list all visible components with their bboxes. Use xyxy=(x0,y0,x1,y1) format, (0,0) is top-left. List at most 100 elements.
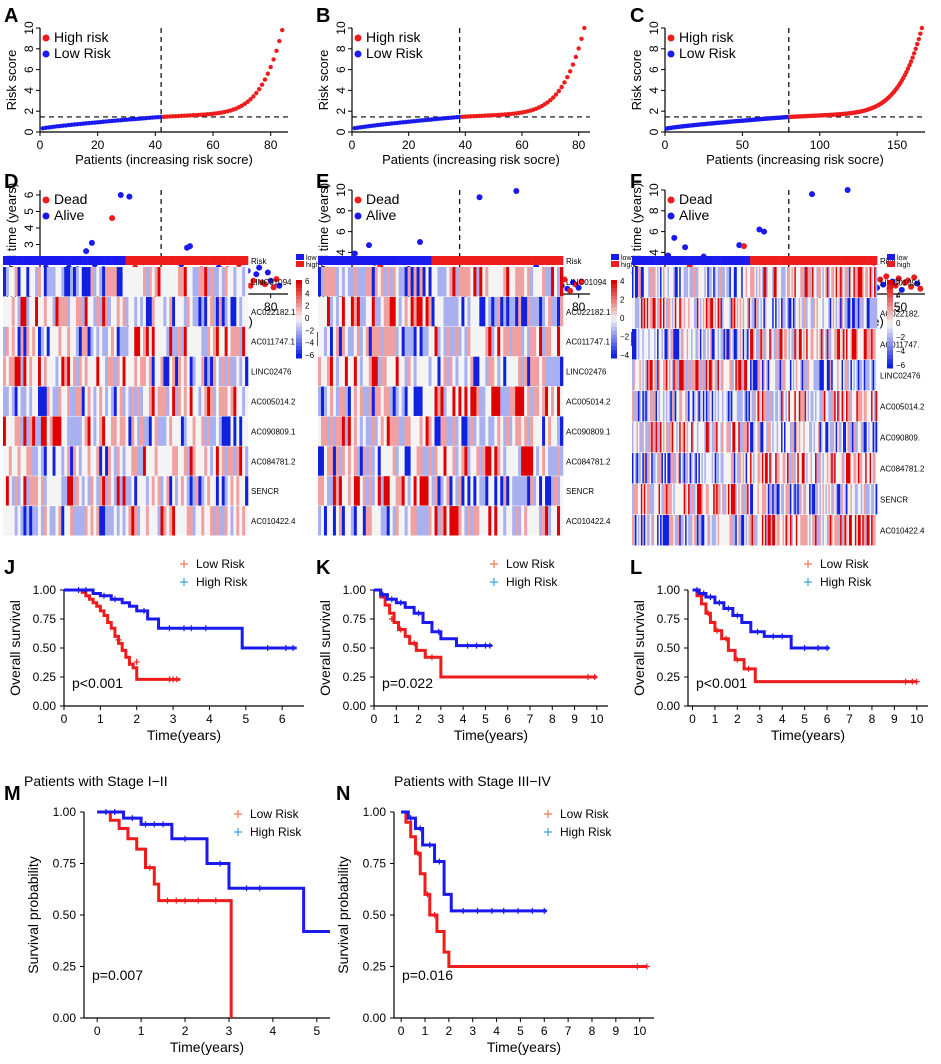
heatmap-cell xyxy=(26,356,30,387)
heatmap-cell xyxy=(482,416,486,446)
x-tick-label: 0 xyxy=(398,1024,405,1038)
risk-annotation-cell xyxy=(648,256,651,265)
censor-mark xyxy=(431,912,438,918)
heatmap-cell xyxy=(804,515,807,546)
alive-point xyxy=(575,284,582,291)
heatmap-cell xyxy=(96,476,100,506)
risk-annotation-cell xyxy=(186,256,190,265)
heatmap-cell xyxy=(365,267,370,297)
heatmap-cell xyxy=(810,422,813,453)
risk-annotation-cell xyxy=(323,256,328,265)
heatmap-cell xyxy=(108,267,112,297)
heatmap-cell xyxy=(828,422,831,453)
panel-label-a: A xyxy=(4,5,18,27)
heatmap-cell xyxy=(356,326,361,357)
heatmap-cell xyxy=(58,446,62,476)
heatmap-cell xyxy=(704,422,707,453)
y-tick-label: 4 xyxy=(334,249,348,256)
heatmap-cell xyxy=(707,391,710,422)
heatmap-cell xyxy=(215,267,220,297)
censor-mark xyxy=(902,678,909,685)
heatmap-cell xyxy=(662,391,665,422)
risk-annotation-cell xyxy=(769,256,772,265)
heatmap-cell xyxy=(820,360,823,391)
heatmap-cell xyxy=(362,506,367,536)
heatmap-cell xyxy=(871,484,873,515)
heatmap-cell xyxy=(732,298,735,329)
heatmap-cell xyxy=(875,484,878,515)
heatmap-cell xyxy=(428,446,432,476)
heatmap-cell xyxy=(689,422,692,453)
heatmap-cell xyxy=(816,484,819,515)
heatmap-cell xyxy=(710,267,712,298)
heatmap-cell xyxy=(90,326,94,357)
color-scale-segment xyxy=(296,299,302,304)
y-tick-label: 10 xyxy=(22,21,36,35)
censor-mark xyxy=(290,645,297,651)
risk-annotation-cell xyxy=(652,256,655,265)
heatmap-cell xyxy=(407,506,411,536)
x-tick-label: 5 xyxy=(482,712,489,726)
heatmap-cell xyxy=(326,326,331,357)
x-tick-label: 80 xyxy=(572,300,586,314)
risk-annotation-cell xyxy=(3,256,7,265)
heatmap-cell xyxy=(679,298,682,329)
heatmap-cell xyxy=(757,329,760,360)
heatmap-cell xyxy=(714,391,717,422)
heatmap-cell xyxy=(413,506,417,536)
heatmap-cell xyxy=(757,515,760,546)
alive-point xyxy=(417,239,423,245)
risk-annotation-cell xyxy=(850,256,853,265)
heatmap-cell xyxy=(847,515,850,546)
heatmap-cell xyxy=(655,329,658,360)
risk-annotation-cell xyxy=(407,256,411,265)
heatmap-cell xyxy=(452,476,456,506)
risk-annotation-cell xyxy=(473,256,477,265)
heatmap-cell xyxy=(732,515,735,546)
risk-annotation-cell xyxy=(560,256,564,265)
heatmap-cell xyxy=(46,267,50,297)
heatmap-cell xyxy=(102,476,106,506)
heatmap-cell xyxy=(784,360,786,391)
x-tick-label: 4 xyxy=(460,712,467,726)
heatmap-cell xyxy=(736,422,739,453)
heatmap-cell xyxy=(792,329,795,360)
heatmap-cell xyxy=(452,267,456,297)
heatmap-cell xyxy=(473,296,477,327)
high-risk-curve xyxy=(401,810,647,968)
heatmap-cell xyxy=(160,267,164,297)
heatmap-cell xyxy=(844,329,847,360)
heatmap-cell xyxy=(125,267,129,297)
heatmap-cell xyxy=(844,515,847,546)
heatmap-cell xyxy=(671,484,674,515)
heatmap-cell xyxy=(500,326,504,357)
heatmap-cell xyxy=(374,296,379,327)
heatmap-cell xyxy=(784,453,786,484)
heatmap-cell xyxy=(722,422,724,453)
heatmap-cell xyxy=(760,422,763,453)
heatmap-cell xyxy=(769,484,772,515)
y-tick-label: 10 xyxy=(647,183,661,197)
heatmap-cell xyxy=(714,422,717,453)
heatmap-cell xyxy=(169,267,173,297)
heatmap-cell xyxy=(707,515,710,546)
heatmap-cell xyxy=(846,422,848,453)
heatmap-cell xyxy=(93,386,97,416)
heatmap-cell xyxy=(84,356,88,387)
heatmap-cell xyxy=(670,422,673,453)
risk-annotation-cell xyxy=(70,256,74,265)
heatmap-cell xyxy=(717,360,720,391)
heatmap-cell xyxy=(655,422,658,453)
heatmap-cell xyxy=(521,296,525,327)
heatmap-cell xyxy=(727,422,730,453)
heatmap-cell xyxy=(437,476,441,506)
heatmap-cell xyxy=(786,422,789,453)
heatmap-cell xyxy=(134,326,138,357)
heatmap-cell xyxy=(113,386,118,416)
heatmap-cell xyxy=(419,356,423,387)
heatmap-cell xyxy=(145,296,150,327)
heatmap-cell xyxy=(689,391,692,422)
heatmap-cell xyxy=(93,446,97,476)
heatmap-cell xyxy=(455,446,459,476)
heatmap-cell xyxy=(766,267,769,298)
